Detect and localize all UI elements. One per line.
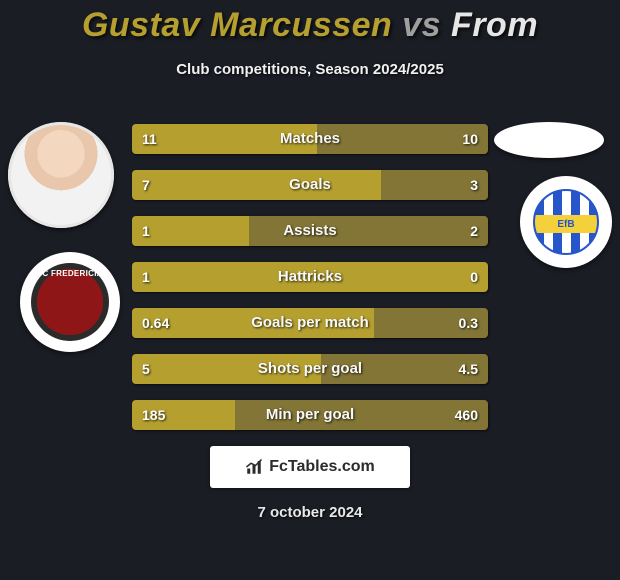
player2-avatar <box>494 122 604 158</box>
stat-label: Goals per match <box>132 308 488 338</box>
player1-avatar <box>8 122 114 228</box>
stat-row: 1110Matches <box>132 124 488 154</box>
stat-row: 73Goals <box>132 170 488 200</box>
stats-area: 1110Matches 73Goals 12Assists 10Hattricks 0.… <box>132 124 488 446</box>
subtitle: Club competitions, Season 2024/2025 <box>0 61 620 78</box>
stat-label: Goals <box>132 170 488 200</box>
player1-club-badge: FC FREDERICIA <box>20 252 120 352</box>
page-title: Gustav Marcussen vs From <box>0 0 620 45</box>
club-right-label: EfB <box>535 215 597 233</box>
stat-label: Hattricks <box>132 262 488 292</box>
chart-icon <box>245 458 263 476</box>
footer-date: 7 october 2024 <box>0 504 620 521</box>
stat-label: Assists <box>132 216 488 246</box>
stat-label: Min per goal <box>132 400 488 430</box>
player2-name: From <box>451 6 538 44</box>
footer-brand-badge[interactable]: FcTables.com <box>210 446 410 488</box>
stat-row: 10Hattricks <box>132 262 488 292</box>
player2-club-badge: EfB <box>520 176 612 268</box>
club-left-emblem: FC FREDERICIA <box>31 263 109 341</box>
player1-name: Gustav Marcussen <box>82 6 392 44</box>
stat-label: Shots per goal <box>132 354 488 384</box>
stat-row: 12Assists <box>132 216 488 246</box>
stat-row: 0.640.3Goals per match <box>132 308 488 338</box>
stat-label: Matches <box>132 124 488 154</box>
stat-row: 185460Min per goal <box>132 400 488 430</box>
stat-row: 54.5Shots per goal <box>132 354 488 384</box>
vs-label: vs <box>402 6 441 44</box>
footer-brand-text: FcTables.com <box>269 458 375 476</box>
club-left-label: FC FREDERICIA <box>31 269 109 278</box>
club-right-emblem: EfB <box>533 189 599 255</box>
